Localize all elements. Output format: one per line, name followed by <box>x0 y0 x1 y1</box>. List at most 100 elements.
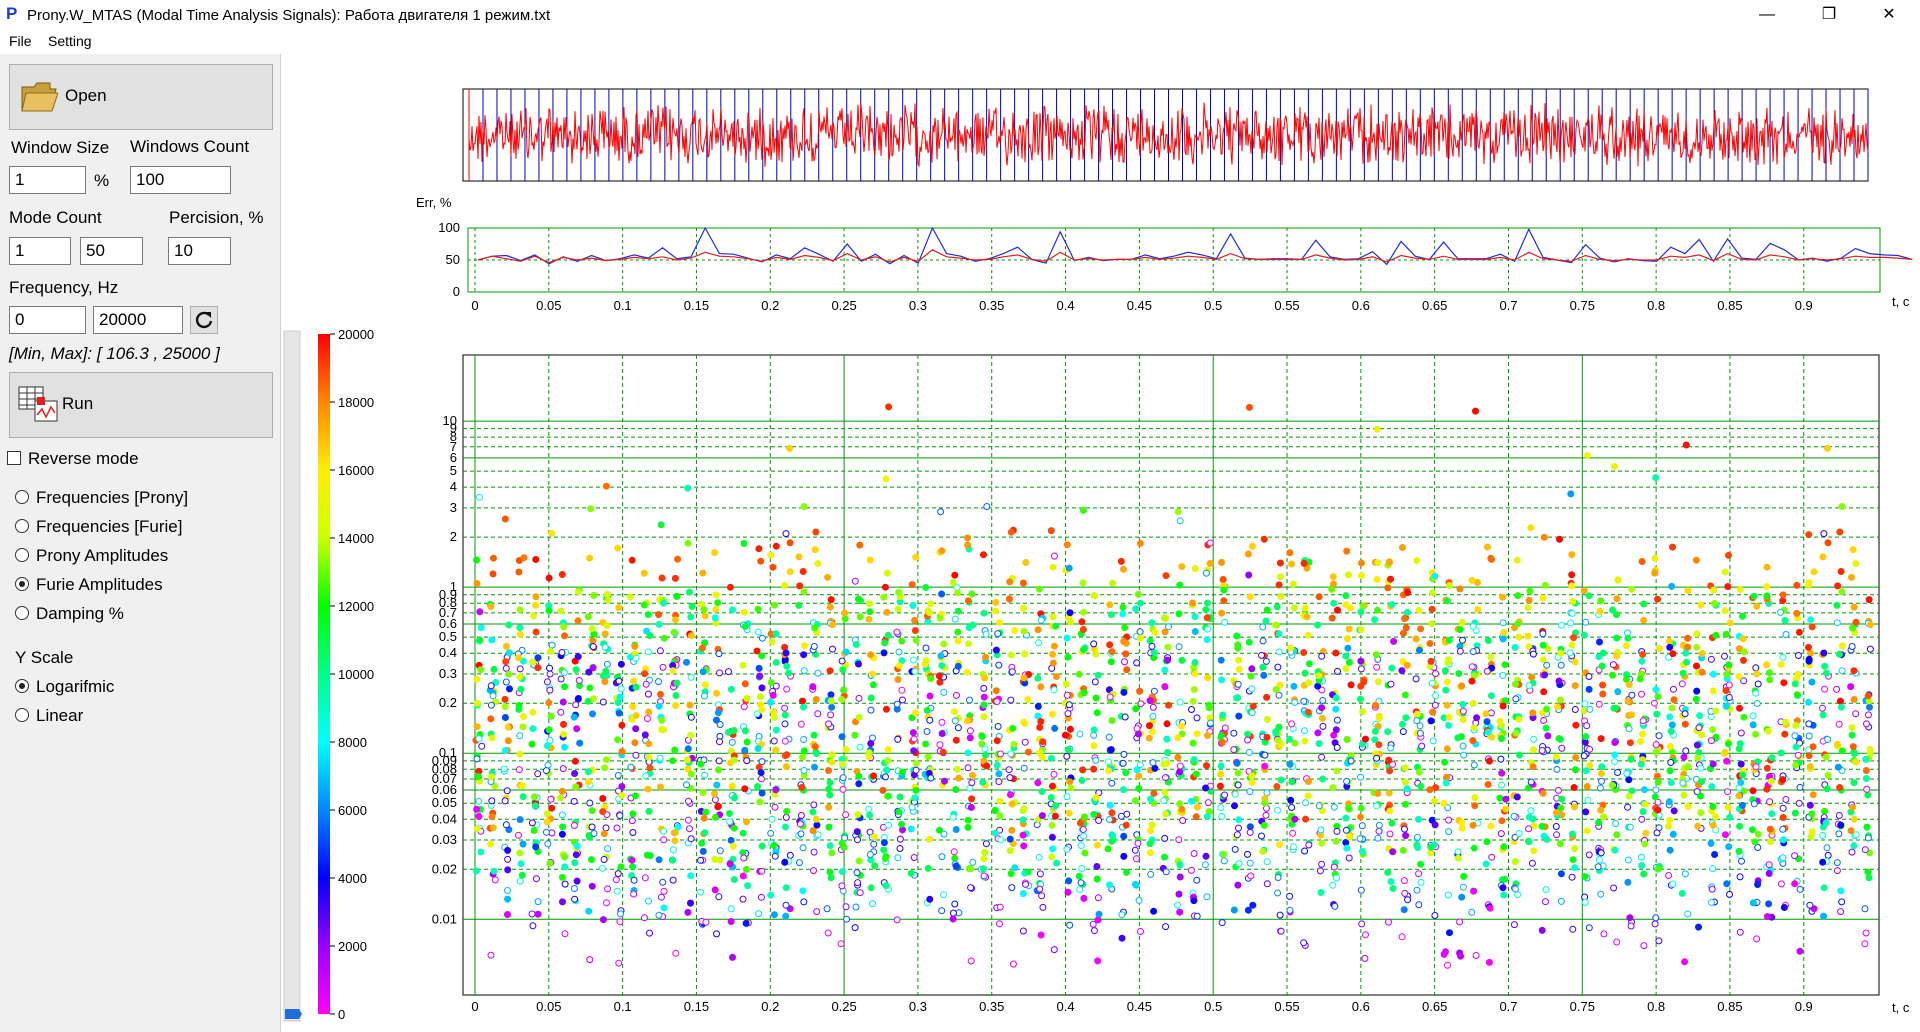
close-button[interactable]: ✕ <box>1882 6 1896 23</box>
radio-frequencies-prony[interactable] <box>15 490 29 504</box>
scatter-point <box>814 560 822 568</box>
scatter-point <box>851 924 859 932</box>
scatter-point <box>1652 914 1660 922</box>
scatter-point <box>1161 788 1169 796</box>
scatter-point <box>1090 765 1098 773</box>
scatter-point <box>837 940 845 948</box>
scatter-x-tick: 0.4 <box>1057 999 1075 1014</box>
scatter-point <box>1779 804 1787 812</box>
radio-yscale-linear[interactable] <box>15 708 29 722</box>
scatter-point <box>502 821 510 829</box>
scatter-point <box>561 743 569 751</box>
scatter-point <box>659 878 667 886</box>
err-x-tick: 0.6 <box>1352 298 1370 313</box>
scatter-point <box>1412 675 1420 683</box>
scatter-point <box>1599 681 1607 689</box>
scatter-point <box>487 603 495 610</box>
scatter-point <box>518 782 526 790</box>
err-x-tick: 0.25 <box>831 298 856 313</box>
scatter-point <box>1665 822 1672 830</box>
radio-frequencies-furie[interactable] <box>15 519 29 533</box>
scatter-point <box>701 829 709 837</box>
radio-yscale-log[interactable] <box>15 679 29 693</box>
scatter-point <box>1174 901 1181 909</box>
scatter-point <box>949 579 957 586</box>
scatter-point <box>632 712 640 720</box>
scatter-point <box>1585 924 1593 932</box>
scatter-point <box>1342 665 1350 673</box>
radio-prony-amplitudes[interactable] <box>15 548 29 562</box>
scatter-point <box>1513 556 1521 564</box>
radio-label-prony-amplitudes: Prony Amplitudes <box>36 546 169 565</box>
run-button[interactable]: Run <box>9 372 273 438</box>
frequency-max-input[interactable] <box>93 306 183 334</box>
mode-count-min-input[interactable] <box>9 237 71 265</box>
scatter-point <box>1427 849 1435 857</box>
scatter-point <box>1652 786 1660 794</box>
scatter-point <box>1191 565 1199 573</box>
scatter-point <box>713 716 720 724</box>
scatter-point <box>1079 826 1087 833</box>
scatter-point <box>642 680 650 688</box>
scatter-point <box>1146 840 1154 848</box>
scatter-point <box>561 683 569 691</box>
reset-frequency-button[interactable] <box>190 306 218 334</box>
scatter-point <box>1552 823 1560 830</box>
scatter-point <box>543 810 551 818</box>
scatter-point <box>640 569 648 577</box>
scatter-point <box>1401 691 1409 699</box>
scatter-point <box>1468 663 1476 671</box>
scatter-point <box>1178 805 1186 813</box>
scatter-point <box>711 549 719 557</box>
scatter-point <box>547 647 554 655</box>
scatter-point <box>1614 576 1622 584</box>
maximize-button[interactable]: ❐ <box>1821 6 1837 23</box>
frequency-min-input[interactable] <box>9 306 86 334</box>
color-scale-slider-handle[interactable] <box>285 1009 302 1019</box>
scatter-point <box>1653 710 1661 718</box>
scatter-point <box>529 658 537 666</box>
percision-input[interactable] <box>168 237 231 265</box>
scatter-point <box>1538 822 1546 830</box>
scatter-point <box>588 856 595 864</box>
scatter-point <box>1614 688 1622 696</box>
scatter-point <box>603 590 611 598</box>
scatter-point <box>1678 680 1686 688</box>
scatter-point <box>1384 584 1392 592</box>
scatter-point <box>1053 859 1061 867</box>
scatter-point <box>1441 667 1449 675</box>
windows-count-input[interactable] <box>130 166 231 194</box>
scatter-point <box>1231 845 1239 853</box>
scatter-point <box>1417 878 1425 886</box>
scatter-point <box>782 823 789 831</box>
color-scale-slider-track[interactable] <box>283 330 301 1022</box>
scatter-point <box>1192 770 1200 778</box>
scatter-point <box>1386 807 1394 815</box>
window-size-input[interactable] <box>9 166 86 194</box>
scatter-point <box>1669 543 1676 551</box>
mode-count-max-input[interactable] <box>80 237 143 265</box>
scatter-point <box>1047 794 1055 801</box>
scatter-point <box>1415 815 1422 823</box>
err-grid: 0 0.05 0.1 0.15 0.2 0.25 0.3 0.35 0.4 0.45 0.5 0.55… <box>438 220 1881 313</box>
scatter-point <box>1866 703 1873 711</box>
err-x-tick: 0.1 <box>614 298 632 313</box>
scatter-point <box>1581 873 1589 881</box>
scatter-point <box>1357 804 1365 812</box>
scatter-point <box>1529 763 1537 771</box>
menu-setting[interactable]: Setting <box>48 33 92 49</box>
scatter-point <box>1304 708 1312 716</box>
scatter-point <box>1833 867 1841 875</box>
scatter-point <box>1061 731 1069 739</box>
scatter-point <box>657 893 665 901</box>
scatter-point <box>1833 619 1841 627</box>
scatter-point <box>1333 767 1341 775</box>
reverse-mode-checkbox[interactable] <box>7 451 21 465</box>
scatter-point <box>1497 830 1505 838</box>
scatter-point <box>713 930 720 938</box>
menu-file[interactable]: File <box>9 33 32 49</box>
minimize-button[interactable]: — <box>1759 6 1775 23</box>
radio-furie-amplitudes[interactable] <box>15 577 29 591</box>
open-button[interactable]: Open <box>9 64 273 130</box>
radio-damping[interactable] <box>15 606 29 620</box>
